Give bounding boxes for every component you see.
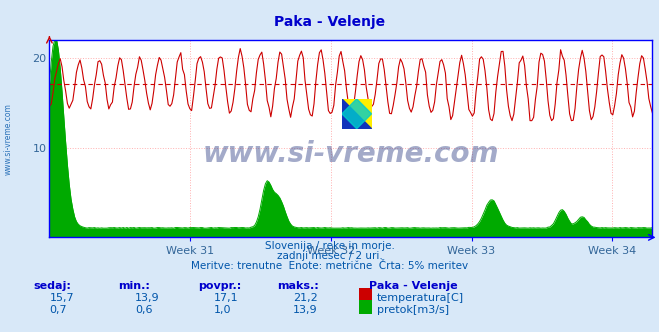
Text: zadnji mesec / 2 uri.: zadnji mesec / 2 uri. [277, 251, 382, 261]
Text: www.si-vreme.com: www.si-vreme.com [203, 140, 499, 168]
Text: 13,9: 13,9 [135, 293, 159, 303]
Text: maks.:: maks.: [277, 281, 318, 290]
Text: 0,7: 0,7 [49, 305, 67, 315]
Text: 0,6: 0,6 [135, 305, 153, 315]
Text: sedaj:: sedaj: [33, 281, 71, 290]
Polygon shape [342, 99, 372, 129]
Text: 17,1: 17,1 [214, 293, 239, 303]
Text: Meritve: trenutne  Enote: metrične  Črta: 5% meritev: Meritve: trenutne Enote: metrične Črta: … [191, 261, 468, 271]
Text: pretok[m3/s]: pretok[m3/s] [377, 305, 449, 315]
Text: 21,2: 21,2 [293, 293, 318, 303]
Text: povpr.:: povpr.: [198, 281, 241, 290]
Text: min.:: min.: [119, 281, 150, 290]
Polygon shape [342, 99, 372, 129]
Text: Paka - Velenje: Paka - Velenje [274, 15, 385, 29]
Text: 1,0: 1,0 [214, 305, 232, 315]
Text: 13,9: 13,9 [293, 305, 318, 315]
Text: www.si-vreme.com: www.si-vreme.com [3, 104, 13, 175]
Polygon shape [342, 99, 372, 129]
Text: temperatura[C]: temperatura[C] [377, 293, 464, 303]
Text: Paka - Velenje: Paka - Velenje [369, 281, 457, 290]
Text: 15,7: 15,7 [49, 293, 74, 303]
Text: Slovenija / reke in morje.: Slovenija / reke in morje. [264, 241, 395, 251]
